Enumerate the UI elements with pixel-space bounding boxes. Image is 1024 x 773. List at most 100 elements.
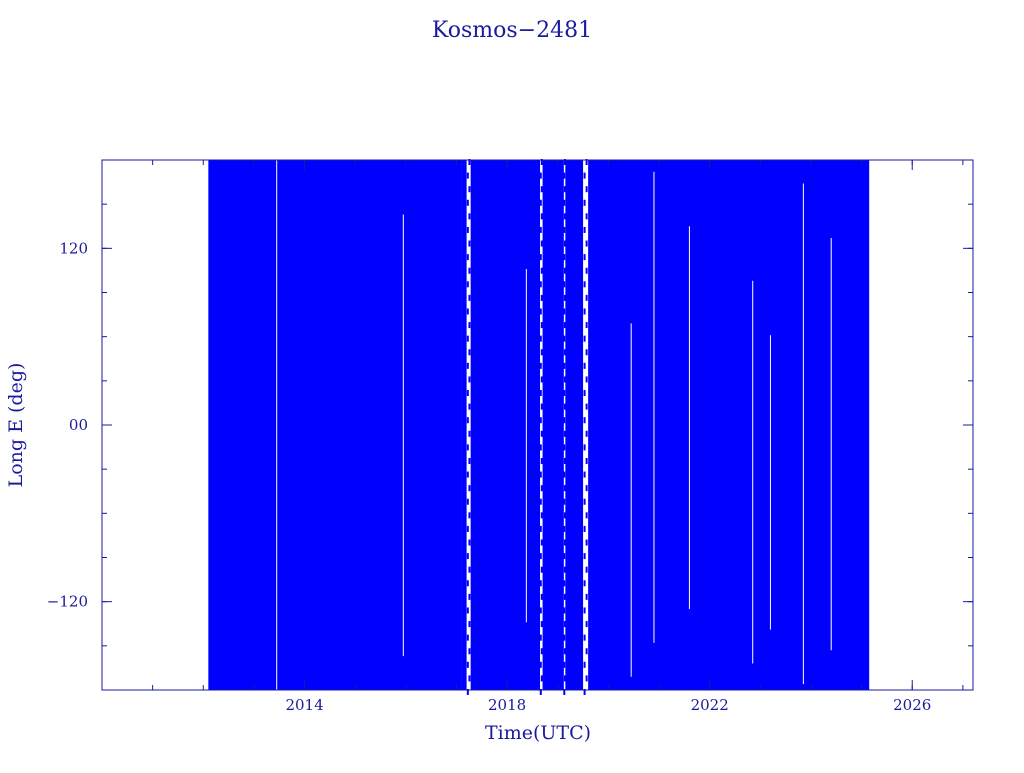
- data-point-gap1-25: [539, 498, 542, 505]
- data-point-gap3-23: [583, 471, 586, 478]
- data-point-gap3-26: [585, 512, 588, 519]
- data-point-gap3-27: [583, 525, 586, 532]
- data-point-gap1-3: [539, 199, 542, 206]
- data-point-gap0-29: [466, 553, 469, 560]
- data-point-gap3-7: [583, 254, 586, 261]
- data-point-gap2-18: [563, 403, 566, 410]
- data-point-gap1-28: [540, 539, 543, 546]
- data-point-gap1-31: [539, 580, 542, 587]
- data-point-gap0-27: [466, 525, 469, 532]
- data-point-gap1-35: [539, 634, 542, 641]
- data-point-gap2-38: [563, 675, 566, 682]
- data-point-gap0-6: [468, 240, 471, 247]
- data-point-gap1-1: [539, 172, 542, 179]
- data-point-gap1-36: [540, 648, 543, 655]
- data-span-0: [208, 160, 462, 690]
- y-tick-label: 120: [59, 239, 88, 257]
- data-point-gap2-32: [563, 593, 566, 600]
- x-tick-label: 2014: [285, 696, 323, 714]
- data-point-gap3-37: [583, 661, 586, 668]
- data-point-gap1-34: [540, 621, 543, 628]
- data-point-gap2-19: [563, 417, 566, 424]
- data-point-gap2-25: [563, 498, 566, 505]
- data-point-gap0-16: [468, 376, 471, 383]
- data-point-gap1-29: [539, 553, 542, 560]
- data-point-gap3-5: [583, 226, 586, 233]
- data-point-gap1-12: [540, 322, 543, 329]
- data-point-gap3-13: [583, 335, 586, 342]
- data-span-2: [470, 160, 541, 690]
- data-point-gap0-34: [468, 621, 471, 628]
- data-point-gap2-34: [563, 621, 566, 628]
- data-point-gap0-1: [466, 172, 469, 179]
- data-point-gap3-4: [585, 213, 588, 220]
- data-point-gap2-10: [563, 294, 566, 301]
- data-point-gap1-17: [539, 390, 542, 397]
- data-point-gap1-15: [539, 362, 542, 369]
- data-span-3: [542, 160, 564, 690]
- data-point-gap0-12: [468, 322, 471, 329]
- data-point-gap1-20: [540, 430, 543, 437]
- data-point-gap3-24: [585, 485, 588, 492]
- data-point-gap2-16: [563, 376, 566, 383]
- data-point-gap2-21: [563, 444, 566, 451]
- data-point-gap2-8: [563, 267, 566, 274]
- data-point-gap0-37: [466, 661, 469, 668]
- data-point-gap3-9: [583, 281, 586, 288]
- data-point-gap0-10: [468, 294, 471, 301]
- data-point-gap2-15: [563, 362, 566, 369]
- data-point-gap1-30: [540, 566, 543, 573]
- x-tick-label: 2022: [691, 696, 729, 714]
- data-point-gap1-18: [540, 403, 543, 410]
- data-point-gap0-33: [466, 607, 469, 614]
- data-point-gap2-17: [563, 390, 566, 397]
- data-point-gap0-28: [468, 539, 471, 546]
- data-point-gap2-5: [563, 226, 566, 233]
- data-point-gap3-0: [585, 159, 588, 165]
- data-point-gap3-39: [583, 689, 586, 695]
- data-point-gap1-10: [540, 294, 543, 301]
- data-point-gap3-20: [585, 430, 588, 437]
- y-tick-label: 00: [69, 416, 88, 434]
- data-point-gap2-37: [563, 661, 566, 668]
- data-point-gap0-13: [466, 335, 469, 342]
- data-point-gap2-27: [563, 525, 566, 532]
- data-point-gap2-31: [563, 580, 566, 587]
- data-point-gap1-14: [540, 349, 543, 356]
- data-point-gap1-37: [539, 661, 542, 668]
- data-point-gap1-13: [539, 335, 542, 342]
- data-point-gap2-29: [563, 553, 566, 560]
- data-point-gap0-22: [468, 457, 471, 464]
- data-point-gap3-21: [583, 444, 586, 451]
- data-point-gap0-5: [466, 226, 469, 233]
- data-point-gap0-19: [466, 417, 469, 424]
- data-point-gap0-11: [466, 308, 469, 315]
- data-point-gap0-32: [468, 593, 471, 600]
- data-point-gap2-28: [563, 539, 566, 546]
- data-point-gap2-1: [563, 172, 566, 179]
- data-point-gap1-11: [539, 308, 542, 315]
- data-point-gap1-33: [539, 607, 542, 614]
- data-point-gap2-6: [563, 240, 566, 247]
- data-point-gap0-30: [468, 566, 471, 573]
- data-point-gap2-35: [563, 634, 566, 641]
- data-point-gap2-0: [563, 159, 566, 165]
- data-point-gap3-18: [585, 403, 588, 410]
- data-point-gap2-39: [563, 689, 566, 695]
- data-point-gap1-4: [540, 213, 543, 220]
- data-point-gap3-31: [583, 580, 586, 587]
- x-tick-label: 2026: [893, 696, 931, 714]
- data-point-gap2-24: [563, 485, 566, 492]
- data-point-gap1-26: [540, 512, 543, 519]
- data-point-gap2-11: [563, 308, 566, 315]
- y-axis-label: Long E (deg): [5, 363, 27, 488]
- data-point-gap2-36: [563, 648, 566, 655]
- data-point-gap1-9: [539, 281, 542, 288]
- data-point-gap1-16: [540, 376, 543, 383]
- data-point-gap0-38: [468, 675, 471, 682]
- data-point-gap0-18: [468, 403, 471, 410]
- data-point-gap0-20: [468, 430, 471, 437]
- data-point-gap1-8: [540, 267, 543, 274]
